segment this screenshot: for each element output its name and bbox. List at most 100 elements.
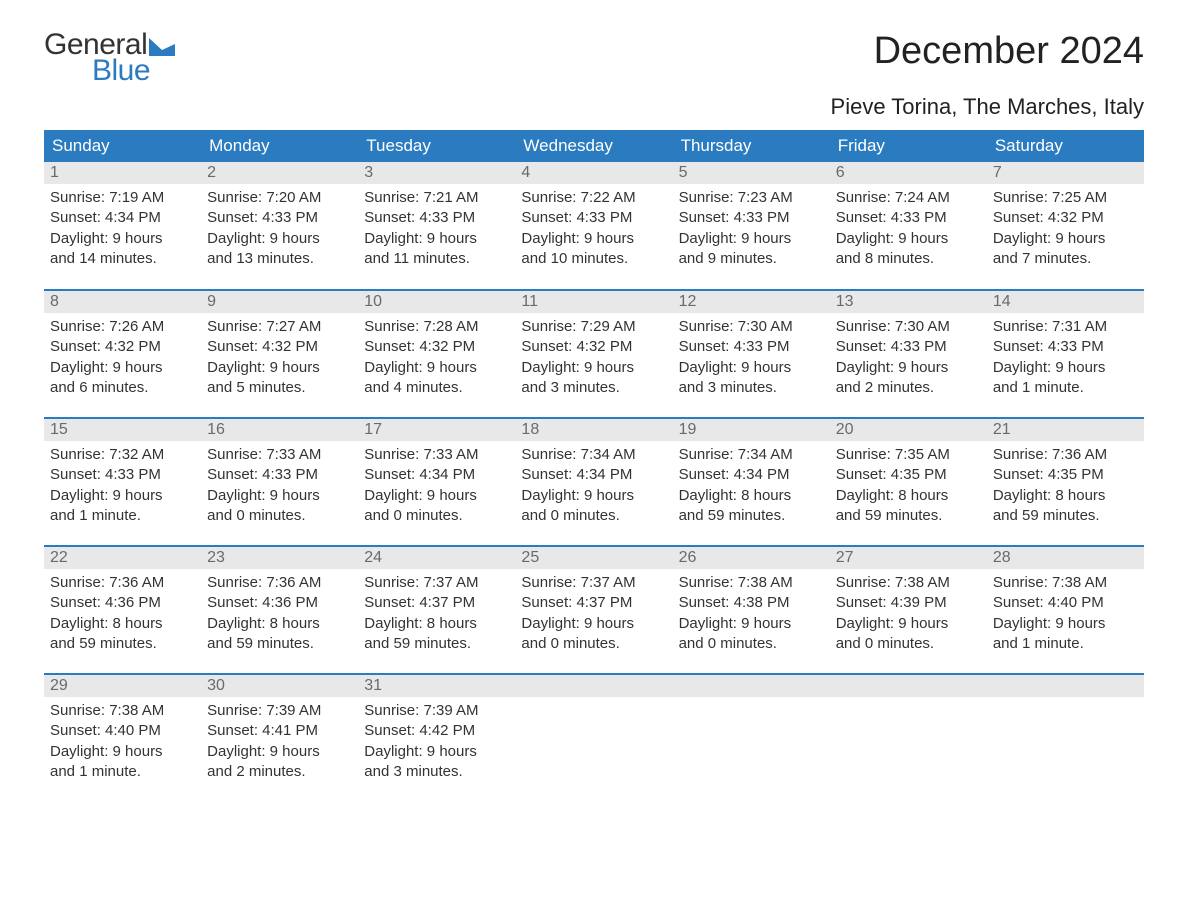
calendar-day-cell: 20Sunrise: 7:35 AMSunset: 4:35 PMDayligh… bbox=[830, 418, 987, 546]
day-details: Sunrise: 7:31 AMSunset: 4:33 PMDaylight:… bbox=[987, 313, 1144, 402]
day-detail-line: Daylight: 9 hours bbox=[364, 229, 509, 249]
day-number: 31 bbox=[358, 675, 515, 697]
day-detail-line: Sunrise: 7:27 AM bbox=[207, 317, 352, 337]
day-details: Sunrise: 7:22 AMSunset: 4:33 PMDaylight:… bbox=[515, 184, 672, 273]
day-number: 12 bbox=[673, 291, 830, 313]
day-detail-line: Daylight: 9 hours bbox=[50, 358, 195, 378]
calendar-day-cell: 15Sunrise: 7:32 AMSunset: 4:33 PMDayligh… bbox=[44, 418, 201, 546]
day-detail-line: Daylight: 9 hours bbox=[364, 358, 509, 378]
day-detail-line: Sunrise: 7:39 AM bbox=[364, 701, 509, 721]
day-detail-line: Sunset: 4:34 PM bbox=[521, 465, 666, 485]
day-detail-line: and 7 minutes. bbox=[993, 249, 1138, 269]
calendar-day-cell: 6Sunrise: 7:24 AMSunset: 4:33 PMDaylight… bbox=[830, 162, 987, 290]
day-number: 2 bbox=[201, 162, 358, 184]
calendar-week-row: 22Sunrise: 7:36 AMSunset: 4:36 PMDayligh… bbox=[44, 546, 1144, 674]
day-number: 18 bbox=[515, 419, 672, 441]
day-details: Sunrise: 7:35 AMSunset: 4:35 PMDaylight:… bbox=[830, 441, 987, 530]
calendar-day-cell: 27Sunrise: 7:38 AMSunset: 4:39 PMDayligh… bbox=[830, 546, 987, 674]
day-number: 25 bbox=[515, 547, 672, 569]
day-detail-line: and 1 minute. bbox=[50, 506, 195, 526]
day-details: Sunrise: 7:39 AMSunset: 4:41 PMDaylight:… bbox=[201, 697, 358, 786]
day-detail-line: Sunrise: 7:31 AM bbox=[993, 317, 1138, 337]
day-details: Sunrise: 7:36 AMSunset: 4:35 PMDaylight:… bbox=[987, 441, 1144, 530]
day-details: Sunrise: 7:19 AMSunset: 4:34 PMDaylight:… bbox=[44, 184, 201, 273]
day-detail-line: Daylight: 9 hours bbox=[50, 229, 195, 249]
day-number: 20 bbox=[830, 419, 987, 441]
weekday-header: Thursday bbox=[673, 130, 830, 162]
day-detail-line: and 6 minutes. bbox=[50, 378, 195, 398]
day-number: 19 bbox=[673, 419, 830, 441]
weekday-header: Friday bbox=[830, 130, 987, 162]
calendar-day-cell: 30Sunrise: 7:39 AMSunset: 4:41 PMDayligh… bbox=[201, 674, 358, 802]
logo-flag-icon bbox=[149, 38, 175, 56]
calendar-week-row: 8Sunrise: 7:26 AMSunset: 4:32 PMDaylight… bbox=[44, 290, 1144, 418]
day-detail-line: and 59 minutes. bbox=[679, 506, 824, 526]
day-detail-line: Daylight: 9 hours bbox=[521, 614, 666, 634]
day-details: Sunrise: 7:36 AMSunset: 4:36 PMDaylight:… bbox=[201, 569, 358, 658]
day-detail-line: Sunset: 4:33 PM bbox=[50, 465, 195, 485]
day-detail-line: Sunset: 4:33 PM bbox=[679, 337, 824, 357]
day-detail-line: and 0 minutes. bbox=[364, 506, 509, 526]
weekday-header: Monday bbox=[201, 130, 358, 162]
calendar-day-cell: 29Sunrise: 7:38 AMSunset: 4:40 PMDayligh… bbox=[44, 674, 201, 802]
day-number: 24 bbox=[358, 547, 515, 569]
calendar-day-cell: 9Sunrise: 7:27 AMSunset: 4:32 PMDaylight… bbox=[201, 290, 358, 418]
day-number: 9 bbox=[201, 291, 358, 313]
day-detail-line: Daylight: 9 hours bbox=[836, 358, 981, 378]
day-detail-line: Sunset: 4:40 PM bbox=[50, 721, 195, 741]
calendar-day-cell bbox=[830, 674, 987, 802]
day-detail-line: Daylight: 9 hours bbox=[50, 486, 195, 506]
day-number: 7 bbox=[987, 162, 1144, 184]
day-details: Sunrise: 7:37 AMSunset: 4:37 PMDaylight:… bbox=[358, 569, 515, 658]
day-detail-line: Sunset: 4:33 PM bbox=[364, 208, 509, 228]
day-detail-line: Sunset: 4:32 PM bbox=[50, 337, 195, 357]
day-detail-line: and 59 minutes. bbox=[207, 634, 352, 654]
day-number: 13 bbox=[830, 291, 987, 313]
day-details: Sunrise: 7:37 AMSunset: 4:37 PMDaylight:… bbox=[515, 569, 672, 658]
calendar-day-cell: 7Sunrise: 7:25 AMSunset: 4:32 PMDaylight… bbox=[987, 162, 1144, 290]
calendar-day-cell: 31Sunrise: 7:39 AMSunset: 4:42 PMDayligh… bbox=[358, 674, 515, 802]
day-detail-line: Sunrise: 7:28 AM bbox=[364, 317, 509, 337]
day-detail-line: Sunrise: 7:33 AM bbox=[207, 445, 352, 465]
day-details: Sunrise: 7:34 AMSunset: 4:34 PMDaylight:… bbox=[673, 441, 830, 530]
day-detail-line: and 59 minutes. bbox=[364, 634, 509, 654]
day-detail-line: Daylight: 8 hours bbox=[364, 614, 509, 634]
day-detail-line: Sunset: 4:36 PM bbox=[50, 593, 195, 613]
day-detail-line: Sunset: 4:33 PM bbox=[521, 208, 666, 228]
day-number: 30 bbox=[201, 675, 358, 697]
day-detail-line: Daylight: 9 hours bbox=[679, 358, 824, 378]
day-detail-line: Sunset: 4:41 PM bbox=[207, 721, 352, 741]
day-detail-line: Daylight: 9 hours bbox=[207, 486, 352, 506]
calendar-day-cell: 1Sunrise: 7:19 AMSunset: 4:34 PMDaylight… bbox=[44, 162, 201, 290]
calendar-day-cell: 8 Sunrise: 7:26 AMSunset: 4:32 PMDaylight… bbox=[44, 290, 201, 418]
calendar-day-cell bbox=[987, 674, 1144, 802]
day-detail-line: Sunrise: 7:26 AM bbox=[50, 317, 195, 337]
day-number: 8 bbox=[44, 291, 201, 313]
day-detail-line: Daylight: 8 hours bbox=[207, 614, 352, 634]
day-number: 21 bbox=[987, 419, 1144, 441]
day-detail-line: Sunset: 4:32 PM bbox=[993, 208, 1138, 228]
day-detail-line: and 59 minutes. bbox=[836, 506, 981, 526]
day-number: 23 bbox=[201, 547, 358, 569]
day-detail-line: Sunrise: 7:35 AM bbox=[836, 445, 981, 465]
calendar-day-cell: 19Sunrise: 7:34 AMSunset: 4:34 PMDayligh… bbox=[673, 418, 830, 546]
location-subtitle: Pieve Torina, The Marches, Italy bbox=[44, 94, 1144, 120]
day-detail-line: and 11 minutes. bbox=[364, 249, 509, 269]
day-detail-line: and 14 minutes. bbox=[50, 249, 195, 269]
day-detail-line: and 3 minutes. bbox=[679, 378, 824, 398]
day-details: Sunrise: 7:33 AMSunset: 4:33 PMDaylight:… bbox=[201, 441, 358, 530]
day-number: 3 bbox=[358, 162, 515, 184]
day-detail-line: Sunset: 4:32 PM bbox=[207, 337, 352, 357]
day-details: Sunrise: 7:24 AMSunset: 4:33 PMDaylight:… bbox=[830, 184, 987, 273]
day-details: Sunrise: 7:38 AMSunset: 4:38 PMDaylight:… bbox=[673, 569, 830, 658]
day-detail-line: and 1 minute. bbox=[993, 634, 1138, 654]
day-details: Sunrise: 7:27 AMSunset: 4:32 PMDaylight:… bbox=[201, 313, 358, 402]
day-detail-line: Sunset: 4:34 PM bbox=[364, 465, 509, 485]
calendar-day-cell: 11Sunrise: 7:29 AMSunset: 4:32 PMDayligh… bbox=[515, 290, 672, 418]
day-detail-line: Daylight: 9 hours bbox=[521, 229, 666, 249]
calendar-day-cell: 25Sunrise: 7:37 AMSunset: 4:37 PMDayligh… bbox=[515, 546, 672, 674]
calendar-day-cell: 16Sunrise: 7:33 AMSunset: 4:33 PMDayligh… bbox=[201, 418, 358, 546]
day-number: 28 bbox=[987, 547, 1144, 569]
day-detail-line: and 2 minutes. bbox=[207, 762, 352, 782]
weekday-header: Wednesday bbox=[515, 130, 672, 162]
